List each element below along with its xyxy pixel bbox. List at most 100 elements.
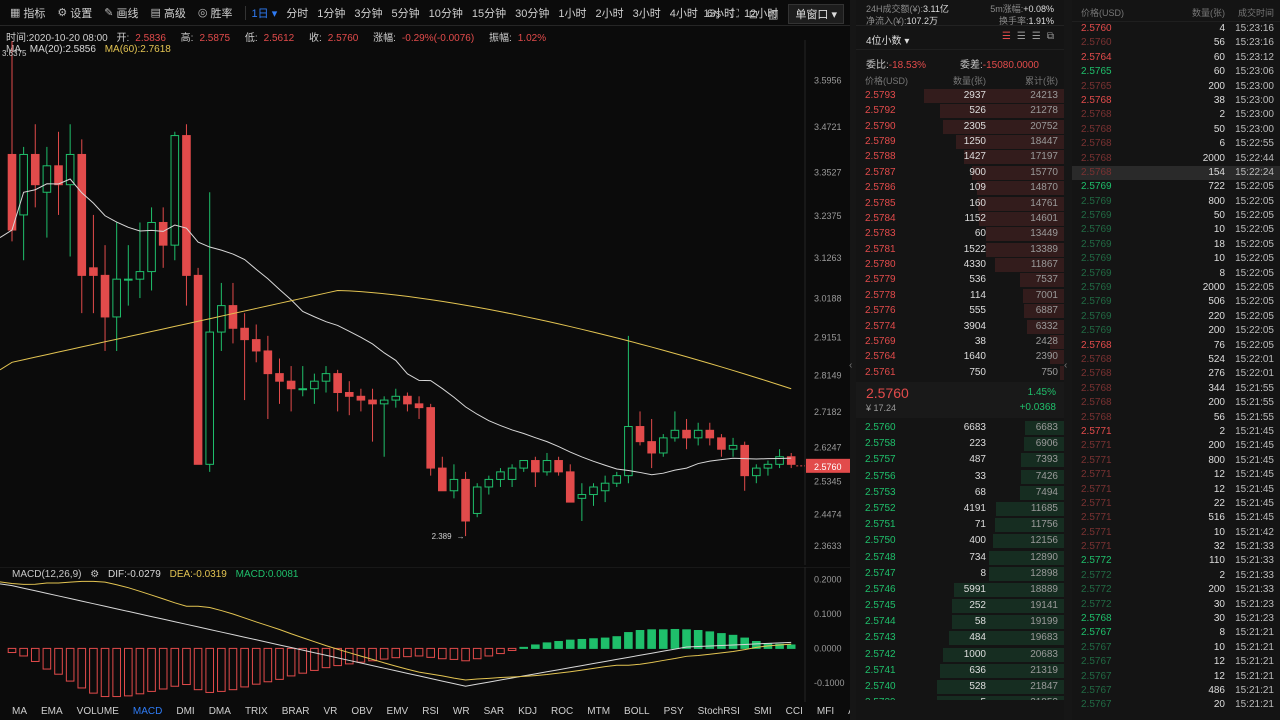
interval-option-11[interactable]: 6小时 xyxy=(706,7,735,20)
indicator-tool-button[interactable]: ▦ 指标 xyxy=(10,7,46,20)
candle[interactable] xyxy=(321,366,331,393)
ask-row[interactable]: 2.5790 2305 20752 xyxy=(856,119,1064,134)
candle[interactable] xyxy=(240,313,249,401)
candle[interactable] xyxy=(193,267,203,465)
candle[interactable] xyxy=(554,456,563,476)
bid-row[interactable]: 2.5757 487 7393 xyxy=(856,452,1064,468)
candle[interactable] xyxy=(263,335,273,419)
candle[interactable] xyxy=(217,282,226,351)
candle[interactable] xyxy=(635,411,645,446)
candle[interactable] xyxy=(658,434,668,457)
candle[interactable] xyxy=(519,460,529,472)
indicator-tab-smi[interactable]: SMI xyxy=(753,706,772,717)
candle[interactable] xyxy=(717,434,726,457)
ask-row[interactable]: 2.5785 160 14761 xyxy=(856,196,1064,211)
settings-tool-button[interactable]: ⚙ 设置 xyxy=(57,7,93,20)
candle[interactable] xyxy=(182,124,191,306)
candle[interactable] xyxy=(251,324,261,363)
ask-row[interactable]: 2.5789 1250 18447 xyxy=(856,134,1064,149)
bid-row[interactable]: 2.5747 8 12898 xyxy=(856,566,1064,582)
candle[interactable] xyxy=(310,373,319,404)
indicator-tab-psy[interactable]: PSY xyxy=(663,706,684,717)
candle[interactable] xyxy=(752,464,761,484)
bid-row[interactable]: 2.5748 734 12890 xyxy=(856,550,1064,566)
ask-row[interactable]: 2.5787 900 15770 xyxy=(856,165,1064,180)
advanced-tool-button[interactable]: ▤ 高级 xyxy=(150,7,186,20)
candle[interactable] xyxy=(670,411,680,442)
candle[interactable] xyxy=(379,396,389,457)
candle[interactable] xyxy=(740,441,749,491)
candle[interactable] xyxy=(286,366,296,412)
screenshot-icon[interactable]: ⊡ xyxy=(748,8,759,21)
panel-divider[interactable] xyxy=(1064,0,1072,720)
candle[interactable] xyxy=(30,124,40,208)
candle[interactable] xyxy=(124,245,133,306)
candle[interactable] xyxy=(705,422,715,446)
ma-label[interactable]: MA xyxy=(6,44,21,55)
interval-option-4[interactable]: 10分钟 xyxy=(428,7,463,20)
candle[interactable] xyxy=(275,358,284,404)
bid-row[interactable]: 2.5753 68 7494 xyxy=(856,485,1064,501)
layout-icon[interactable]: ▥ xyxy=(768,8,779,21)
indicator-tab-cci[interactable]: CCI xyxy=(785,706,803,717)
indicator-tab-ema[interactable]: EMA xyxy=(41,706,63,717)
candle[interactable] xyxy=(65,124,75,257)
candle[interactable] xyxy=(484,475,494,495)
ask-row[interactable]: 2.5783 60 13449 xyxy=(856,226,1064,242)
ask-row[interactable]: 2.5769 38 2428 xyxy=(856,334,1064,349)
interval-option-3[interactable]: 5分钟 xyxy=(391,7,420,20)
indicator-tab-boll[interactable]: BOLL xyxy=(624,706,650,717)
indicator-tab-sar[interactable]: SAR xyxy=(483,706,505,717)
indicator-tab-dmi[interactable]: DMI xyxy=(176,706,195,717)
candle[interactable] xyxy=(763,460,773,476)
indicator-tab-dma[interactable]: DMA xyxy=(208,706,231,717)
bid-row[interactable]: 2.5741 636 21319 xyxy=(856,663,1064,679)
collapse-right-icon[interactable]: ‹ xyxy=(1064,360,1068,371)
candle[interactable] xyxy=(170,131,180,261)
candle[interactable] xyxy=(693,422,703,446)
winrate-tool-button[interactable]: ◎ 胜率 xyxy=(197,7,233,20)
bid-row[interactable]: 2.5752 4191 11685 xyxy=(856,501,1064,517)
candle[interactable] xyxy=(786,452,796,469)
candle[interactable] xyxy=(624,335,633,484)
bid-row[interactable]: 2.5742 1000 20683 xyxy=(856,647,1064,663)
indicator-tab-volume[interactable]: VOLUME xyxy=(76,706,119,717)
bid-row[interactable]: 2.5744 58 19199 xyxy=(856,614,1064,630)
panel-divider[interactable] xyxy=(850,0,856,720)
ask-row[interactable]: 2.5792 526 21278 xyxy=(856,103,1064,119)
popout-icon[interactable]: ⧉ xyxy=(1046,31,1054,42)
indicator-tab-roc[interactable]: ROC xyxy=(551,706,574,717)
indicator-tab-wr[interactable]: WR xyxy=(452,706,470,717)
candle[interactable] xyxy=(600,475,610,503)
candle[interactable] xyxy=(728,437,738,457)
interval-option-7[interactable]: 1小时 xyxy=(558,7,587,20)
indicator-tab-obv[interactable]: OBV xyxy=(351,706,373,717)
candle[interactable] xyxy=(7,41,17,242)
candle[interactable] xyxy=(391,388,401,408)
interval-option-2[interactable]: 3分钟 xyxy=(354,7,383,20)
bid-row[interactable]: 2.5756 33 7426 xyxy=(856,469,1064,485)
collapse-left-icon[interactable]: ‹ xyxy=(849,360,853,371)
view-both-icon[interactable]: ☰ xyxy=(1001,31,1011,42)
indicator-tab-mtm[interactable]: MTM xyxy=(587,706,611,717)
ask-row[interactable]: 2.5788 1427 17197 xyxy=(856,149,1064,165)
ask-row[interactable]: 2.5779 536 7537 xyxy=(856,272,1064,288)
ask-row[interactable]: 2.5781 1522 13389 xyxy=(856,242,1064,257)
candle[interactable] xyxy=(472,483,482,518)
indicator-tab-macd[interactable]: MACD xyxy=(132,706,163,717)
candle[interactable] xyxy=(589,483,598,506)
candle[interactable] xyxy=(147,207,156,291)
candlestick-chart[interactable]: 3.5956 3.4721 3.3527 3.2375 3.1263 3.0188 2.91… xyxy=(0,40,850,565)
indicator-tab-kdj[interactable]: KDJ xyxy=(518,706,538,717)
candle[interactable] xyxy=(403,392,412,412)
candle[interactable] xyxy=(89,214,98,314)
bid-row[interactable]: 2.5760 6683 6683 xyxy=(856,420,1064,436)
candle[interactable] xyxy=(77,139,87,314)
candle[interactable] xyxy=(344,381,354,416)
indicator-tab-ma[interactable]: MA xyxy=(12,706,27,717)
candle[interactable] xyxy=(449,464,459,499)
ask-row[interactable]: 2.5776 555 6887 xyxy=(856,303,1064,319)
precision-select[interactable]: 4位小数 ▾ xyxy=(866,36,910,47)
candle[interactable] xyxy=(19,146,28,261)
bid-row[interactable]: 2.5740 528 21847 xyxy=(856,679,1064,695)
